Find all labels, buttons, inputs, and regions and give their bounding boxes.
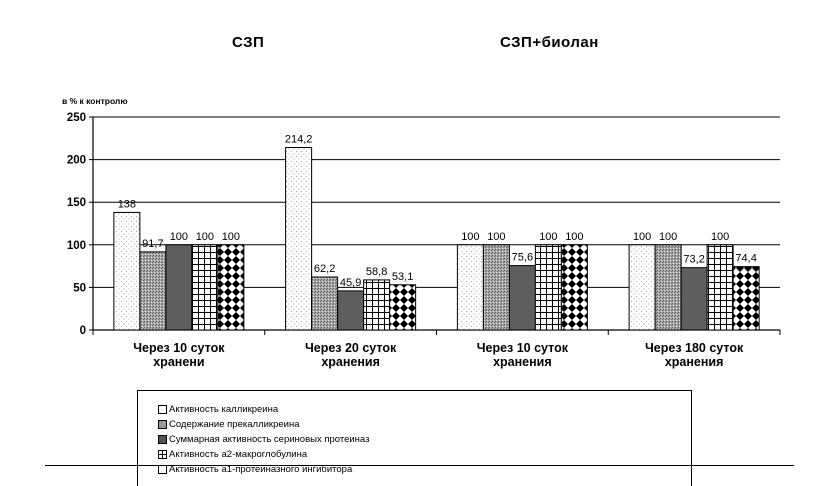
x-category-label: Через 180 суток bbox=[645, 341, 744, 355]
bar bbox=[337, 290, 365, 331]
bar bbox=[706, 244, 734, 331]
bar bbox=[534, 244, 562, 331]
bar bbox=[311, 276, 339, 331]
data-label: 100 bbox=[711, 231, 729, 243]
data-label: 100 bbox=[659, 231, 677, 243]
legend-label: Активность калликреина bbox=[169, 404, 279, 415]
x-category-label: Через 20 суток bbox=[305, 341, 397, 355]
legend-swatch bbox=[158, 465, 167, 474]
data-label: 100 bbox=[461, 231, 479, 243]
data-label: 45,9 bbox=[340, 277, 361, 289]
y-tick-label: 200 bbox=[67, 155, 86, 167]
data-label: 75,6 bbox=[512, 252, 533, 264]
bar bbox=[191, 244, 219, 331]
legend-label: Содержание прекалликреина bbox=[169, 419, 300, 430]
bar bbox=[389, 284, 417, 331]
bar bbox=[508, 265, 536, 331]
group-title-szp-biolan: СЗП+биолан bbox=[500, 34, 599, 51]
data-label: 53,1 bbox=[392, 271, 413, 283]
legend-box bbox=[137, 390, 692, 486]
x-category-label: хранения bbox=[493, 355, 552, 369]
legend-swatch bbox=[158, 405, 167, 414]
data-label: 100 bbox=[222, 231, 240, 243]
data-label: 74,4 bbox=[735, 253, 756, 265]
bar bbox=[680, 267, 708, 331]
data-label: 100 bbox=[170, 231, 188, 243]
y-tick-label: 0 bbox=[80, 325, 86, 337]
bar bbox=[456, 244, 484, 331]
data-label: 214,2 bbox=[285, 134, 313, 146]
data-label: 138 bbox=[118, 198, 136, 210]
data-label: 100 bbox=[487, 231, 505, 243]
legend-item: Активность калликреина bbox=[158, 402, 369, 417]
legend-item: Содержание прекалликреина bbox=[158, 417, 369, 432]
legend-label: Суммарная активность сериновых протеиназ bbox=[169, 434, 370, 445]
bar bbox=[628, 244, 656, 331]
x-category-label: хранени bbox=[153, 355, 204, 369]
x-category-label: Через 10 суток bbox=[133, 341, 225, 355]
bar bbox=[139, 251, 167, 331]
bottom-rule bbox=[45, 465, 794, 466]
legend-swatch bbox=[158, 450, 167, 459]
bar bbox=[560, 244, 588, 331]
bar bbox=[654, 244, 682, 331]
legend-label: Активность а1-протеиназного ингибитора bbox=[169, 464, 353, 475]
data-label: 100 bbox=[196, 231, 214, 243]
bar-chart: 0 50 100 150 200 250 в % к контролю 138 91,7 100 1… bbox=[62, 96, 781, 369]
legend: Активность калликреина Содержание прекалл… bbox=[158, 402, 369, 477]
data-label: 58,8 bbox=[366, 266, 387, 278]
bar bbox=[217, 244, 245, 331]
y-tick-label: 250 bbox=[67, 112, 86, 124]
x-category-label: Через 10 суток bbox=[477, 341, 569, 355]
data-label: 73,2 bbox=[683, 254, 704, 266]
y-tick-label: 50 bbox=[73, 282, 86, 294]
y-tick-label: 100 bbox=[67, 240, 86, 252]
y-axis-label: в % к контролю bbox=[62, 96, 128, 106]
data-label: 62,2 bbox=[314, 263, 335, 275]
legend-item: Суммарная активность сериновых протеиназ bbox=[158, 432, 369, 447]
bar bbox=[165, 244, 193, 331]
legend-swatch bbox=[158, 435, 167, 444]
bar bbox=[363, 279, 391, 331]
bar bbox=[482, 244, 510, 331]
data-label: 91,7 bbox=[142, 238, 163, 250]
bar bbox=[113, 211, 141, 331]
bar bbox=[285, 147, 313, 331]
x-category-label: хранения bbox=[665, 355, 724, 369]
bar bbox=[732, 266, 760, 331]
data-label: 100 bbox=[539, 231, 557, 243]
group-title-szp: СЗП bbox=[232, 34, 265, 51]
legend-item: Активность а2-макроглобулина bbox=[158, 447, 369, 462]
legend-label: Активность а2-макроглобулина bbox=[169, 449, 308, 460]
x-category-label: хранения bbox=[321, 355, 380, 369]
data-label: 100 bbox=[565, 231, 583, 243]
data-label: 100 bbox=[633, 231, 651, 243]
y-tick-label: 150 bbox=[67, 197, 86, 209]
legend-swatch bbox=[158, 420, 167, 429]
